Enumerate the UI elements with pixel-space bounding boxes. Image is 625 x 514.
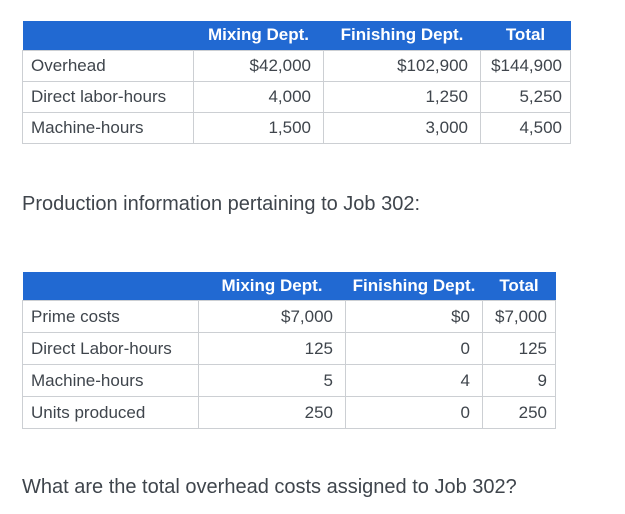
cell-finishing: 1,250 [323, 80, 481, 113]
overhead-header-total: Total [480, 21, 571, 50]
cell-mixing: 1,500 [193, 111, 324, 144]
table-row-direct-labor-hours: Direct Labor-hours 125 0 125 [22, 332, 556, 365]
cell-mixing: 125 [198, 332, 346, 365]
cell-finishing: 4 [345, 364, 483, 397]
cell-total: $7,000 [482, 300, 556, 333]
cell-total: 125 [482, 332, 556, 365]
table-row-units-produced: Units produced 250 0 250 [22, 396, 556, 429]
cell-mixing: $42,000 [193, 49, 324, 82]
cell-total: 9 [482, 364, 556, 397]
cell-mixing: 5 [198, 364, 346, 397]
table-row-machine-hours: Machine-hours 5 4 9 [22, 364, 556, 397]
cell-total: 250 [482, 396, 556, 429]
row-label: Units produced [22, 396, 199, 429]
cell-mixing: 250 [198, 396, 346, 429]
overhead-header-mixing: Mixing Dept. [193, 21, 324, 50]
job-header-mixing: Mixing Dept. [198, 271, 346, 301]
table-row-prime-costs: Prime costs $7,000 $0 $7,000 [22, 300, 556, 333]
cell-total: 4,500 [480, 111, 571, 144]
overhead-table-header-row: Mixing Dept. Finishing Dept. Total [22, 21, 571, 50]
row-label: Prime costs [22, 300, 199, 333]
row-label: Direct labor-hours [22, 80, 194, 113]
job-302-production-table: Mixing Dept. Finishing Dept. Total Prime… [22, 271, 556, 429]
table-row-direct-labor-hours: Direct labor-hours 4,000 1,250 5,250 [22, 80, 571, 113]
cell-finishing: 0 [345, 332, 483, 365]
job-table-header-row: Mixing Dept. Finishing Dept. Total [22, 271, 556, 301]
cell-finishing: $0 [345, 300, 483, 333]
row-label: Machine-hours [22, 364, 199, 397]
cell-finishing: 0 [345, 396, 483, 429]
cell-total: $144,900 [480, 49, 571, 82]
cell-finishing: 3,000 [323, 111, 481, 144]
job-header-corner [22, 271, 199, 301]
job-header-total: Total [482, 271, 556, 301]
question-sheet: Mixing Dept. Finishing Dept. Total Overh… [22, 21, 571, 498]
overhead-header-finishing: Finishing Dept. [323, 21, 481, 50]
cell-mixing: $7,000 [198, 300, 346, 333]
production-note-text: Production information pertaining to Job… [22, 192, 421, 215]
table-row-machine-hours: Machine-hours 1,500 3,000 4,500 [22, 111, 571, 144]
department-overhead-table: Mixing Dept. Finishing Dept. Total Overh… [22, 21, 571, 144]
table-row-overhead: Overhead $42,000 $102,900 $144,900 [22, 49, 571, 82]
row-label: Overhead [22, 49, 194, 82]
cell-mixing: 4,000 [193, 80, 324, 113]
cell-finishing: $102,900 [323, 49, 481, 82]
row-label: Direct Labor-hours [22, 332, 199, 365]
overhead-header-corner [22, 21, 194, 50]
question-text: What are the total overhead costs assign… [22, 476, 517, 498]
row-label: Machine-hours [22, 111, 194, 144]
job-header-finishing: Finishing Dept. [345, 271, 483, 301]
cell-total: 5,250 [480, 80, 571, 113]
